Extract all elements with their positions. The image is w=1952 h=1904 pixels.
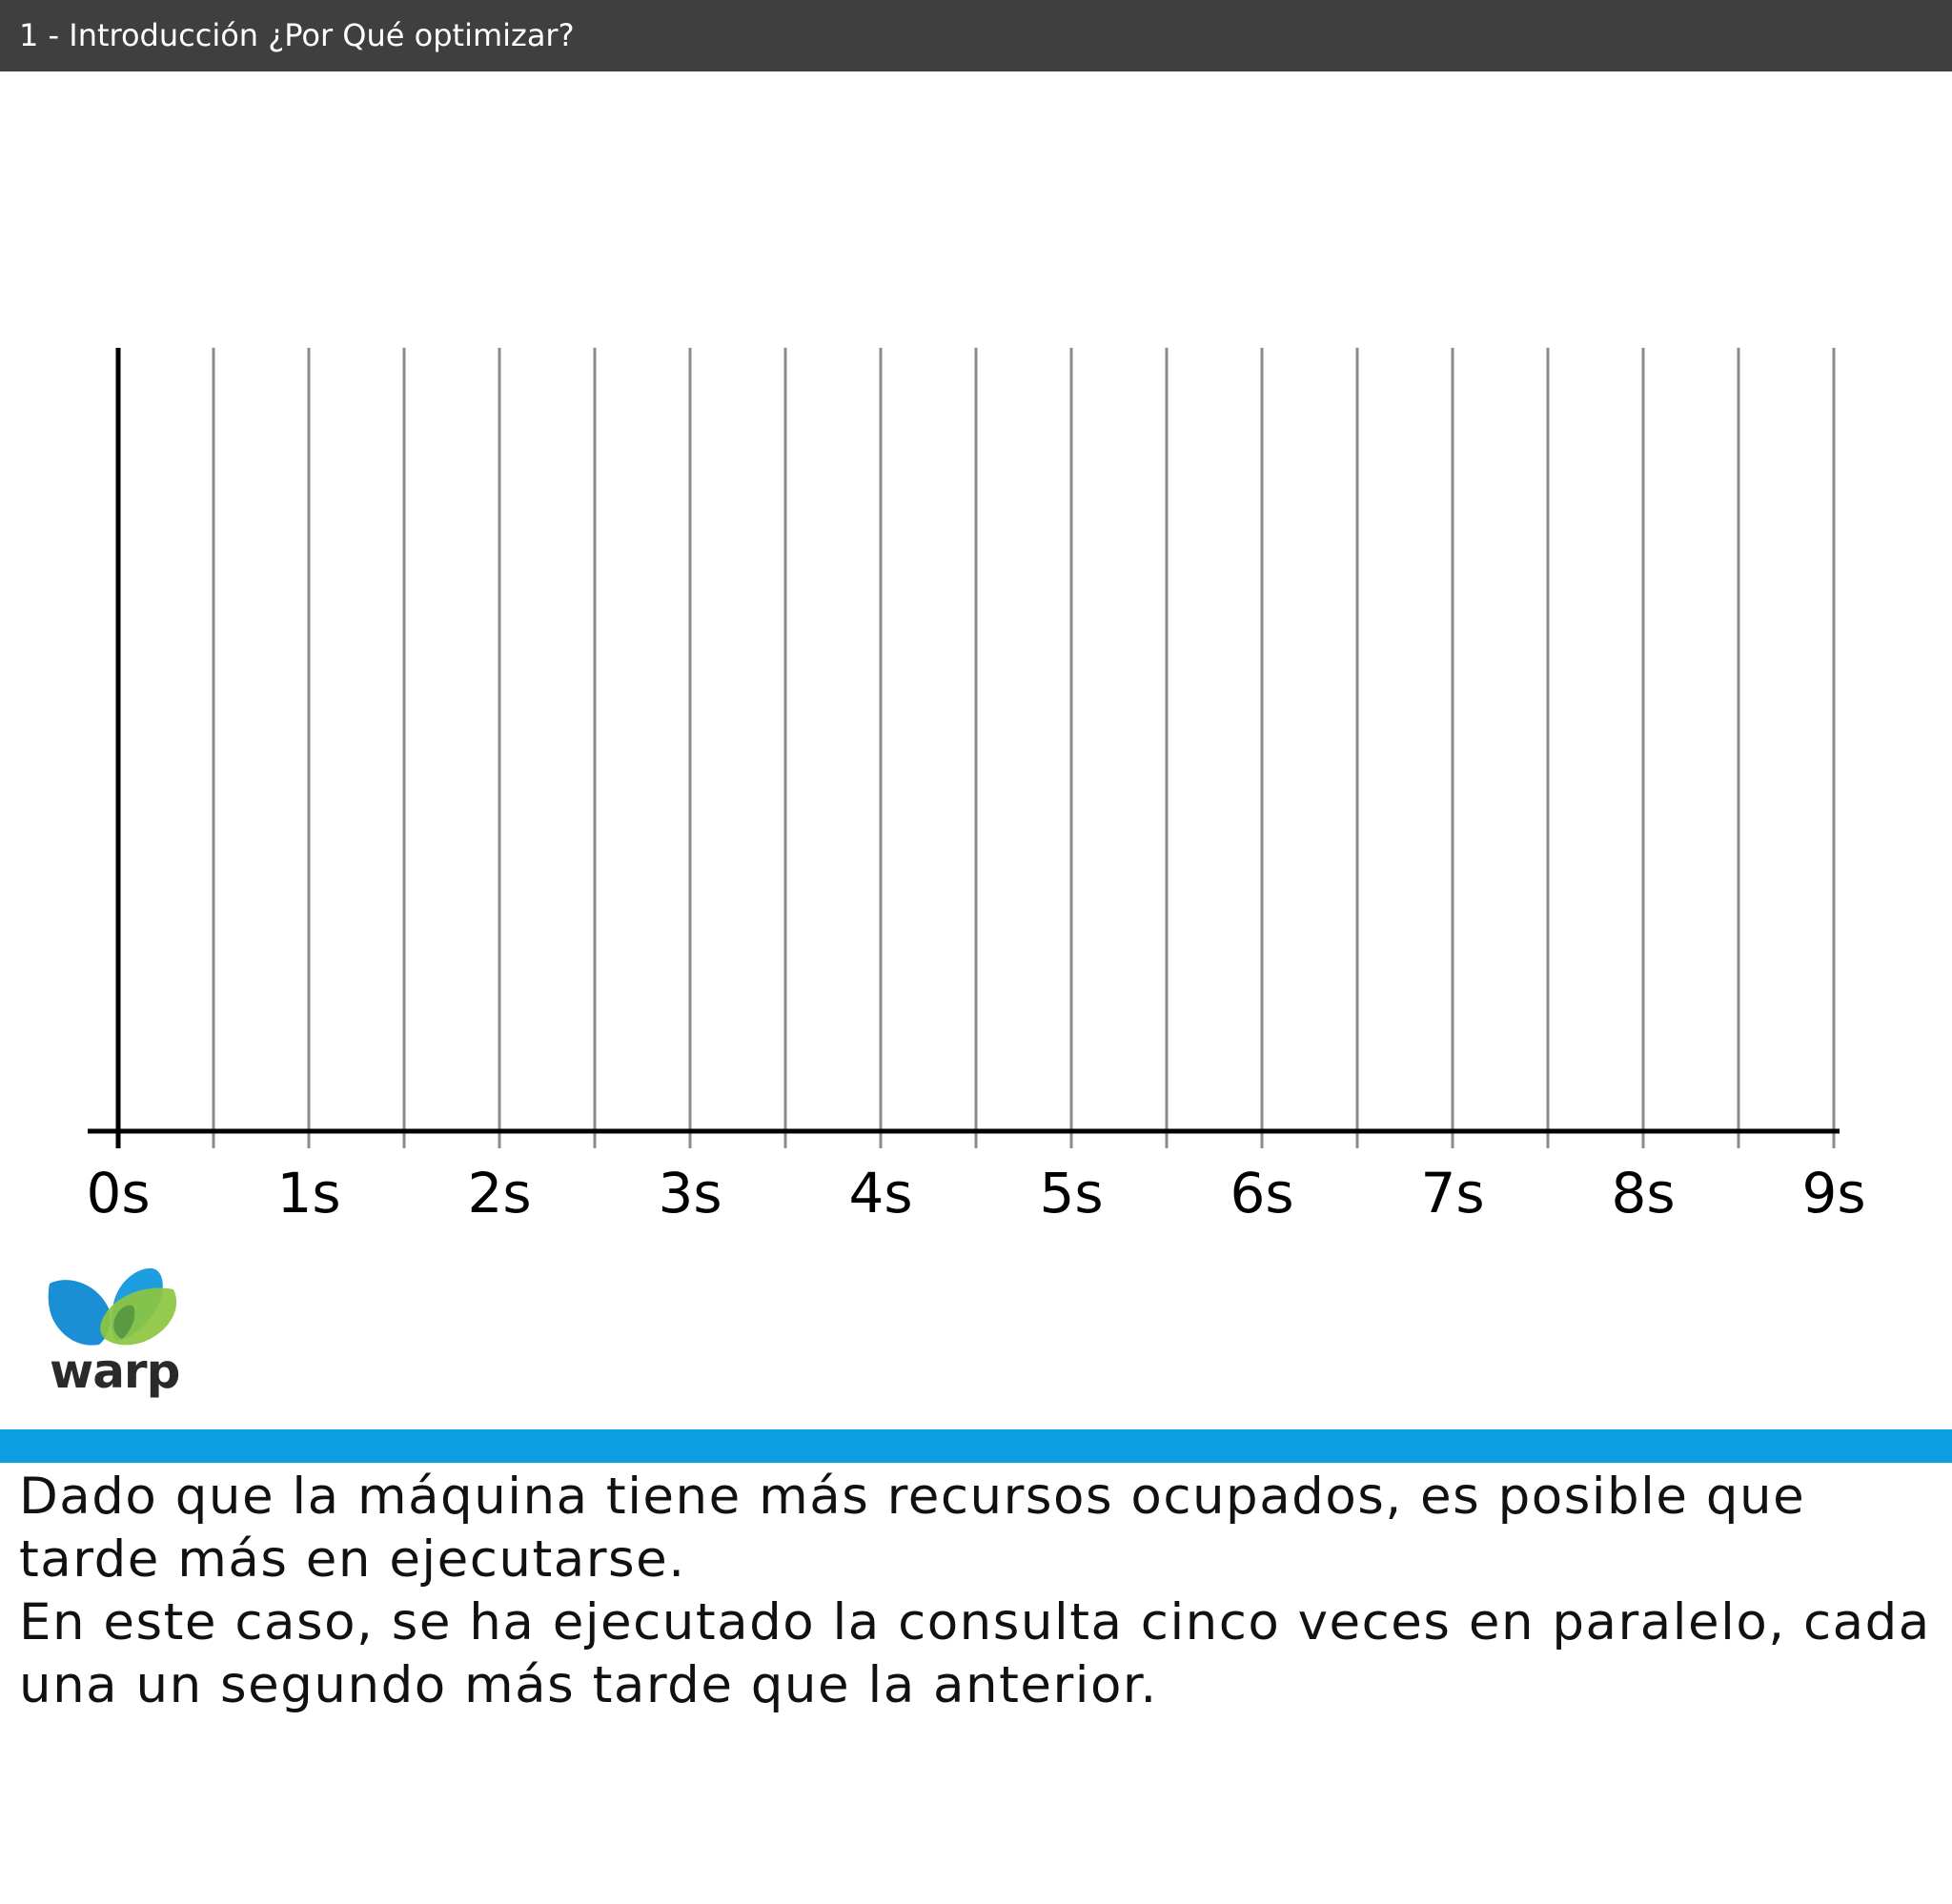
caption: Dado que la máquina tiene más recursos o… [19,1466,1935,1717]
tick-label: 2s [467,1161,531,1225]
tick-label: 5s [1039,1161,1103,1225]
accent-bar [0,1429,1952,1463]
warp-logo: warp [46,1263,185,1406]
warp-logo-mark [48,1267,177,1346]
tick-label: 0s [86,1161,150,1225]
caption-line-1: Dado que la máquina tiene más recursos o… [19,1468,1806,1589]
tick-label: 8s [1611,1161,1675,1225]
warp-logo-word: warp [50,1344,180,1399]
timeline-chart: 0s 1s 2s 3s 4s 5s 6s 7s 8s 9s [86,348,1866,1225]
tick-label: 6s [1230,1161,1293,1225]
tick-label: 7s [1420,1161,1484,1225]
tick-label: 1s [276,1161,340,1225]
slide-canvas: 0s 1s 2s 3s 4s 5s 6s 7s 8s 9s [0,71,1952,1429]
tick-label: 4s [848,1161,912,1225]
tick-label: 9s [1801,1161,1865,1225]
slide-title: 1 - Introducción ¿Por Qué optimizar? [19,17,575,53]
caption-line-2: En este caso, se ha ejecutado la consult… [19,1593,1931,1714]
header-bar: 1 - Introducción ¿Por Qué optimizar? [0,0,1952,71]
tick-label: 3s [658,1161,722,1225]
